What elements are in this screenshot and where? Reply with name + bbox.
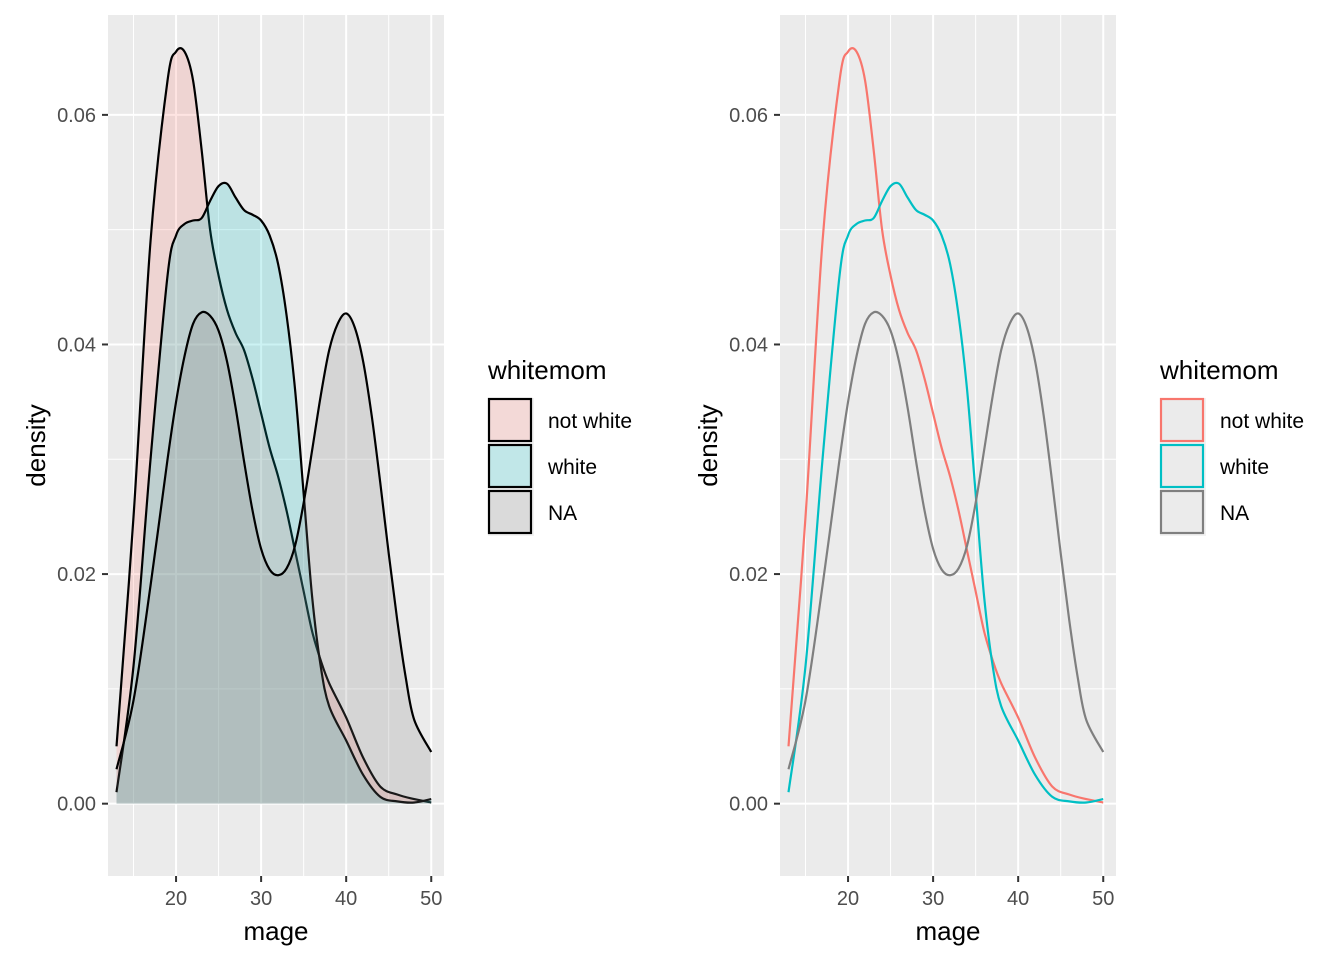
x-axis-title: mage [915,916,980,946]
plot-background [108,15,444,876]
density-outline-not-white [115,47,432,804]
right-density-panel: 0.00 0.02 0.04 0.06 20 30 40 50 mage density white… [693,15,1304,946]
density-line-white [787,181,1104,804]
density-area-white [116,182,432,804]
legend-title: whitemom [1159,355,1278,385]
legend-key-swatch [487,489,533,535]
x-axis-title: mage [243,916,308,946]
y-tick-label: 0.06 [729,105,768,127]
legend-key-background [488,490,534,536]
legend-entry-label: not white [1220,410,1304,433]
y-tick-label: 0.06 [57,105,96,127]
legend-key-swatch [487,397,533,443]
density-line-not-white [787,47,1104,804]
legend: whitemom not white white NA [1159,355,1304,536]
x-tick-label: 20 [165,888,187,910]
y-tick-label: 0.02 [57,564,96,586]
legend-key-swatch [487,443,533,489]
x-tick-label: 50 [420,888,442,910]
x-tick-label: 30 [250,888,272,910]
x-tick-label: 20 [837,888,859,910]
density-area-na [116,311,432,804]
legend-key-swatch [1159,397,1205,443]
legend-key-swatch [1159,443,1205,489]
y-tick-label: 0.00 [729,794,768,816]
legend: whitemom not white white NA [487,355,632,536]
y-tick-label: 0.02 [729,564,768,586]
x-tick-label: 30 [922,888,944,910]
y-axis-title: density [21,404,51,486]
plot-background [780,15,1116,876]
legend-entry-label: not white [548,410,632,433]
legend-entry-label: white [1219,456,1269,479]
legend-key-swatch [1159,489,1205,535]
density-outline-white [115,181,432,804]
x-tick-label: 50 [1092,888,1114,910]
legend-entry-label: NA [548,502,577,525]
left-density-panel: 0.00 0.02 0.04 0.06 20 30 40 50 mage density white… [21,15,632,946]
density-area-not-white [116,48,432,804]
x-tick-label: 40 [1007,888,1029,910]
legend-key-background [488,444,534,490]
y-tick-label: 0.04 [729,334,768,356]
density-outline-na [115,310,433,770]
y-tick-label: 0.00 [57,794,96,816]
legend-entry-label: white [547,456,597,479]
y-tick-label: 0.04 [57,334,96,356]
density-line-na [787,310,1105,770]
legend-title: whitemom [487,355,606,385]
legend-key-background [488,398,534,444]
y-axis-title: density [693,404,723,486]
legend-entry-label: NA [1220,502,1249,525]
x-tick-label: 40 [335,888,357,910]
